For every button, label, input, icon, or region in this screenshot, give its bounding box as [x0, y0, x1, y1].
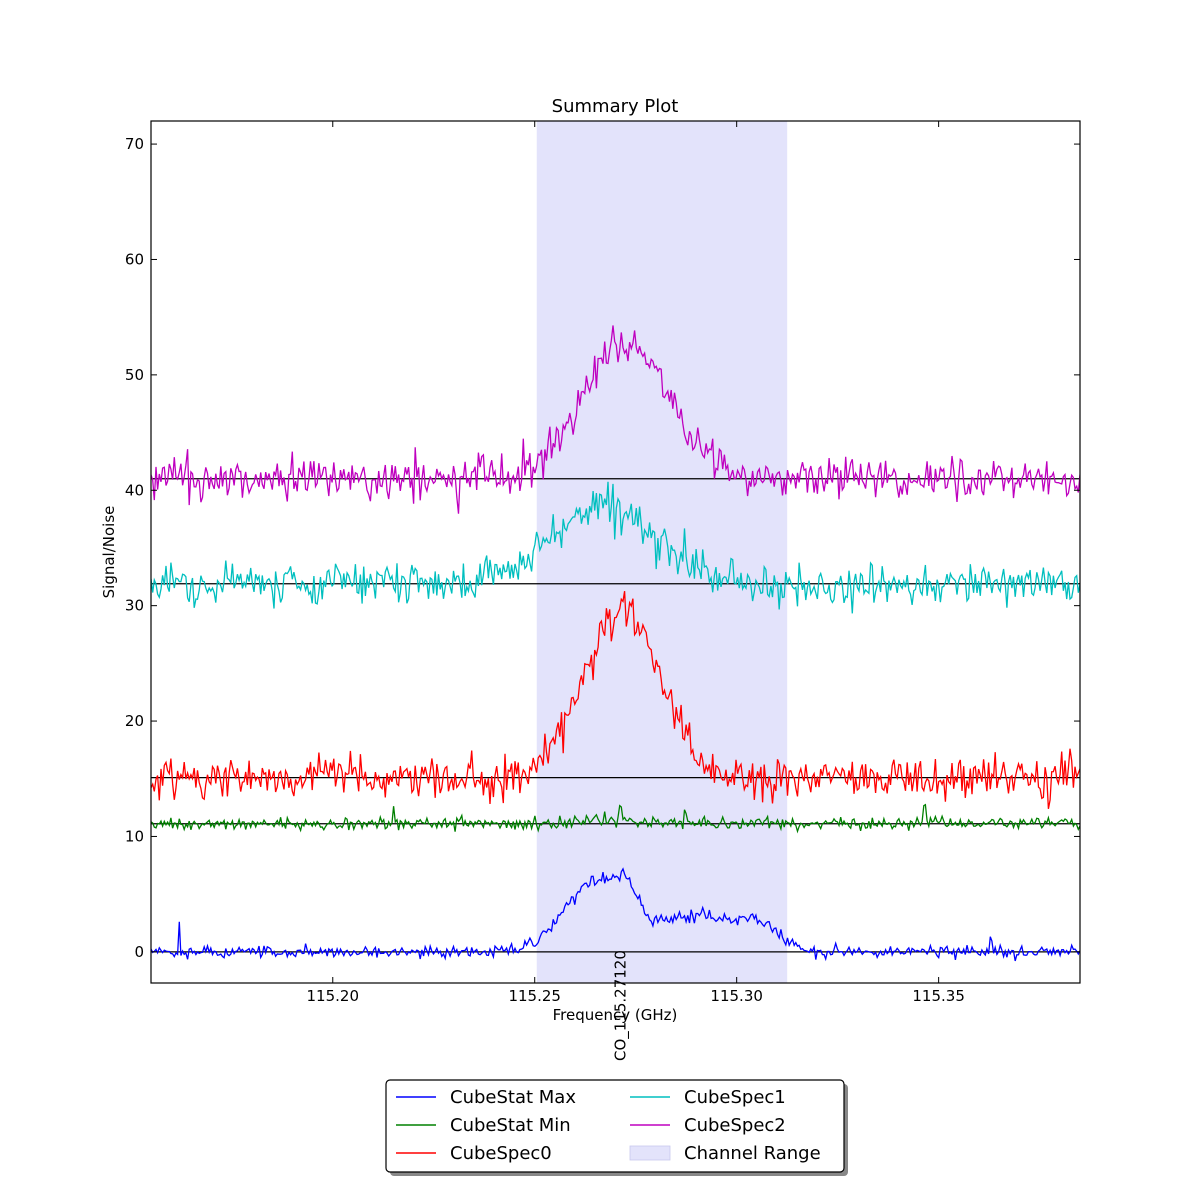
x-axis-label: Frequency (GHz): [553, 1006, 678, 1024]
x-tick-label: 115.30: [710, 987, 763, 1005]
x-tick-label: 115.25: [508, 987, 561, 1005]
y-tick-label: 0: [134, 943, 144, 961]
legend-label: CubeSpec1: [684, 1087, 786, 1108]
legend-label: Channel Range: [684, 1143, 821, 1164]
legend-box: [385, 1079, 845, 1173]
y-tick-label: 60: [125, 250, 144, 268]
plot-frame: [150, 120, 1081, 984]
y-tick-label: 10: [125, 827, 144, 845]
legend-label: CubeStat Max: [450, 1087, 576, 1108]
legend-label: CubeSpec0: [450, 1143, 552, 1164]
series-line-cubestat-min: [151, 803, 1080, 834]
channel-range-band: [536, 121, 788, 983]
series-line-cubestat-max: [151, 867, 1080, 962]
y-tick-label: 20: [125, 712, 144, 730]
legend: CubeStat Max CubeStat Min CubeSpec0 CubeSpe…: [385, 1079, 848, 1176]
y-tick-label: 70: [125, 135, 144, 153]
legend-swatch: [629, 1145, 671, 1161]
y-tick-label: 50: [125, 366, 144, 384]
line-marker-label: CO_115.27120: [611, 950, 630, 1061]
x-tick-label: 115.35: [912, 987, 965, 1005]
y-axis-label: Signal/Noise: [100, 506, 118, 599]
y-tick-label: 40: [125, 481, 144, 499]
x-tick-label: 115.20: [307, 987, 360, 1005]
y-tick-label: 30: [125, 597, 144, 615]
series-line-cubespec2: [151, 325, 1080, 514]
legend-label: CubeSpec2: [684, 1115, 786, 1136]
series-line-cubespec1: [151, 481, 1080, 614]
chart-title: Summary Plot: [552, 96, 679, 117]
legend-label: CubeStat Min: [450, 1115, 571, 1136]
series-line-cubespec0: [151, 591, 1080, 810]
